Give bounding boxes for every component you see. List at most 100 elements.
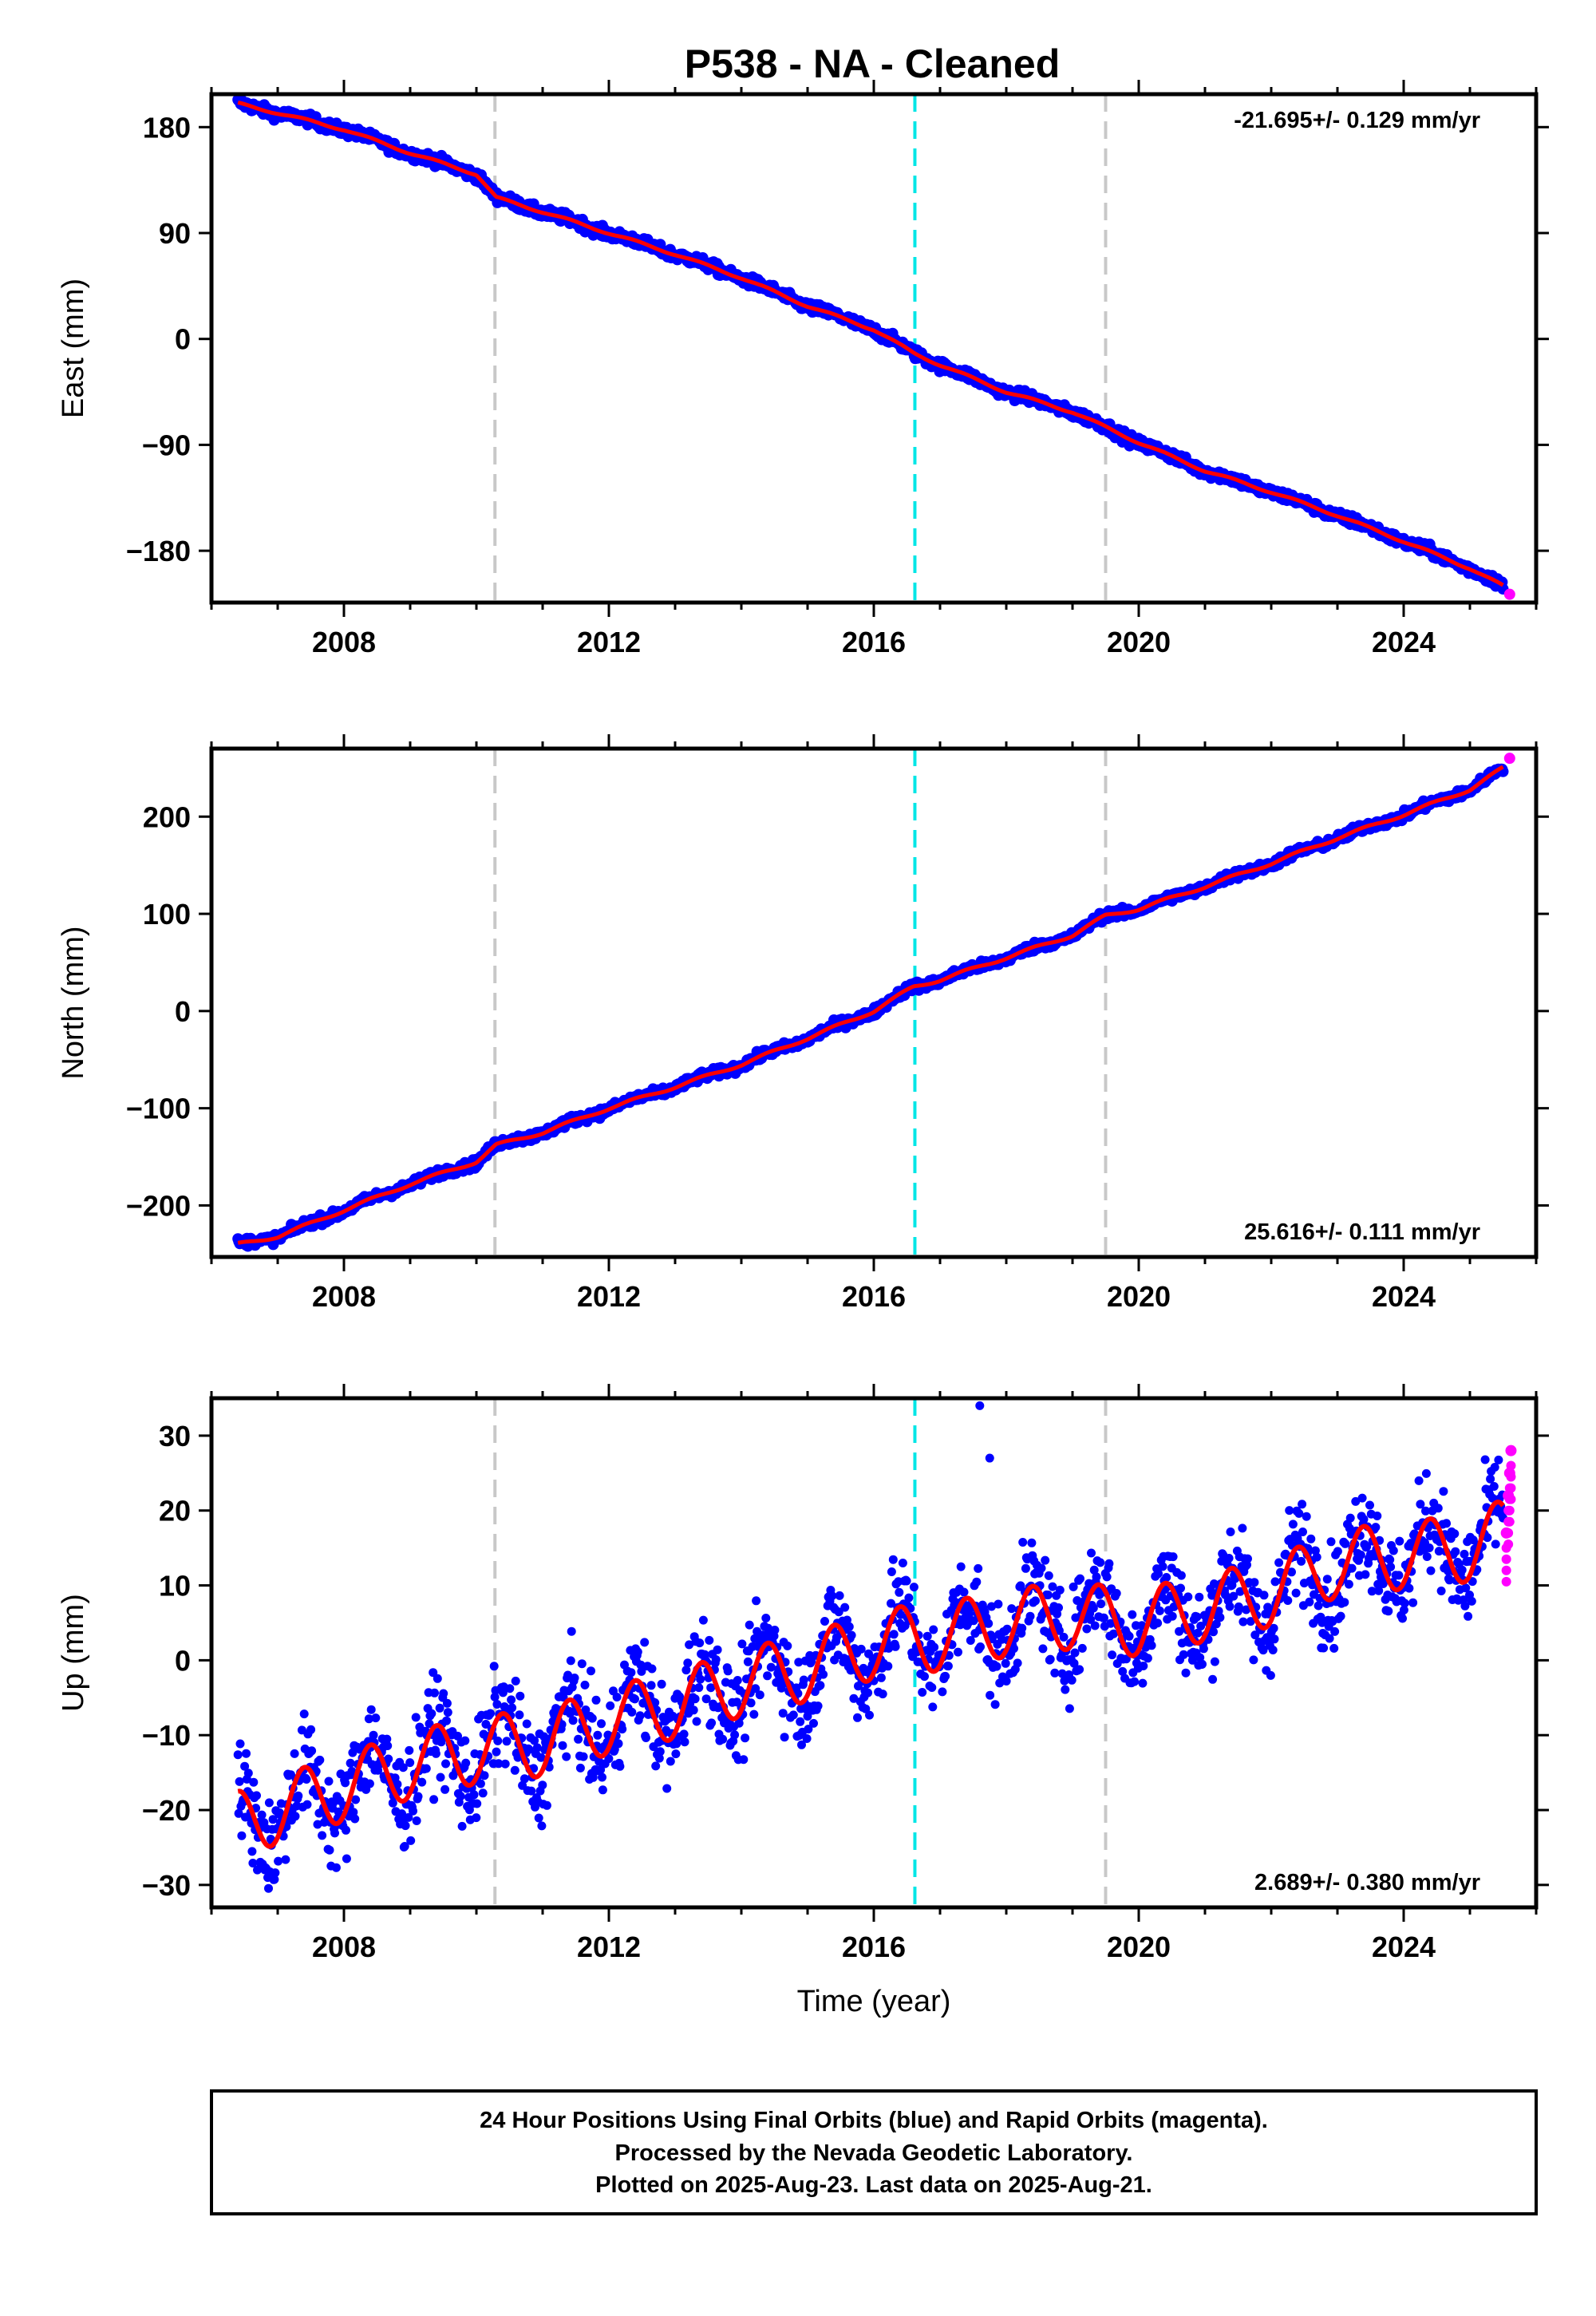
up-point <box>840 1603 850 1612</box>
up-point <box>425 1719 434 1729</box>
footer-line-2: Processed by the Nevada Geodetic Laborat… <box>615 2140 1133 2166</box>
up-point <box>330 1828 339 1838</box>
up-point <box>1330 1626 1340 1636</box>
up-rapid-point <box>1503 1528 1514 1538</box>
up-point <box>606 1701 615 1710</box>
up-point <box>646 1681 656 1690</box>
up-rapid-point <box>1506 1494 1516 1504</box>
up-point <box>235 1777 244 1786</box>
up-point <box>1176 1583 1185 1593</box>
up-point <box>1108 1650 1117 1660</box>
footer-line-1: 24 Hour Positions Using Final Orbits (bl… <box>480 2108 1268 2133</box>
up-point <box>411 1713 421 1722</box>
up-point <box>1442 1519 1452 1528</box>
up-point <box>1096 1558 1105 1567</box>
up-point <box>290 1749 299 1758</box>
up-point <box>567 1626 576 1636</box>
up-point <box>1365 1500 1374 1510</box>
up-point <box>718 1734 728 1744</box>
up-point <box>492 1747 501 1757</box>
up-point <box>469 1790 479 1800</box>
up-point <box>1027 1538 1037 1547</box>
up-point <box>749 1709 759 1719</box>
up-point <box>237 1831 247 1840</box>
up-point <box>1457 1565 1467 1575</box>
north-xtick-label: 2012 <box>577 1280 641 1313</box>
north-ylabel: North (mm) <box>57 926 90 1079</box>
up-point <box>1209 1627 1218 1637</box>
up-point <box>1210 1579 1219 1588</box>
up-point <box>442 1716 451 1725</box>
up-point <box>969 1616 978 1626</box>
up-point <box>943 1662 953 1671</box>
up-point <box>689 1705 698 1715</box>
up-point <box>974 1563 983 1573</box>
up-rapid-point <box>1501 1554 1511 1564</box>
up-point <box>1302 1512 1311 1521</box>
up-point <box>1359 1515 1369 1524</box>
north-rapid-orbit-points <box>1503 753 1515 765</box>
up-point <box>516 1691 525 1701</box>
north-ytick-label: 200 <box>143 800 191 833</box>
up-point <box>618 1725 627 1734</box>
up-point <box>755 1690 764 1700</box>
up-point <box>898 1559 907 1567</box>
east-xtick-label: 2016 <box>842 626 906 658</box>
up-point <box>1249 1655 1258 1665</box>
up-point <box>1436 1587 1446 1595</box>
up-point <box>532 1743 542 1753</box>
up-point <box>417 1777 427 1787</box>
up-point <box>1274 1558 1284 1567</box>
east-ytick-label: 180 <box>143 111 191 144</box>
up-ytick-label: 20 <box>159 1495 191 1528</box>
up-point <box>745 1620 754 1630</box>
up-point <box>1059 1632 1069 1642</box>
up-point <box>1001 1658 1010 1668</box>
up-point <box>441 1759 450 1769</box>
up-point <box>302 1775 311 1784</box>
up-point <box>1491 1539 1500 1549</box>
up-point <box>404 1812 413 1822</box>
up-point <box>695 1638 705 1648</box>
up-point <box>847 1630 856 1640</box>
up-point <box>956 1562 966 1571</box>
up-point <box>654 1753 664 1763</box>
up-point <box>365 1779 374 1788</box>
up-point <box>1367 1587 1377 1596</box>
up-point <box>680 1737 689 1747</box>
up-rapid-point <box>1506 1460 1516 1471</box>
up-point <box>400 1842 409 1851</box>
up-point <box>271 1868 280 1878</box>
up-point <box>502 1737 512 1746</box>
up-point <box>1450 1529 1460 1539</box>
up-point <box>581 1705 591 1714</box>
up-point <box>1464 1611 1473 1621</box>
up-point <box>1426 1566 1436 1575</box>
up-point <box>965 1609 974 1618</box>
east-ylabel: East (mm) <box>57 279 90 418</box>
up-point <box>1037 1563 1046 1573</box>
up-point <box>1344 1579 1353 1589</box>
up-point <box>1001 1677 1011 1686</box>
up-point <box>966 1636 975 1645</box>
up-point <box>929 1625 938 1634</box>
up-point <box>306 1725 316 1734</box>
footer-frame <box>210 2089 1538 2215</box>
up-point <box>662 1784 672 1793</box>
up-point <box>1050 1668 1060 1678</box>
up-point <box>730 1730 740 1740</box>
up-point <box>615 1761 625 1771</box>
up-point <box>1179 1650 1188 1659</box>
up-point <box>413 1792 423 1801</box>
up-point <box>1394 1571 1404 1580</box>
up-point <box>1451 1547 1460 1556</box>
up-point <box>538 1780 547 1790</box>
up-point <box>696 1674 705 1684</box>
east-ytick-label: −180 <box>126 535 191 567</box>
up-point <box>1266 1670 1275 1680</box>
up-point <box>1054 1603 1063 1612</box>
up-point <box>324 1777 334 1786</box>
up-point <box>318 1831 327 1840</box>
up-point <box>1298 1528 1307 1536</box>
